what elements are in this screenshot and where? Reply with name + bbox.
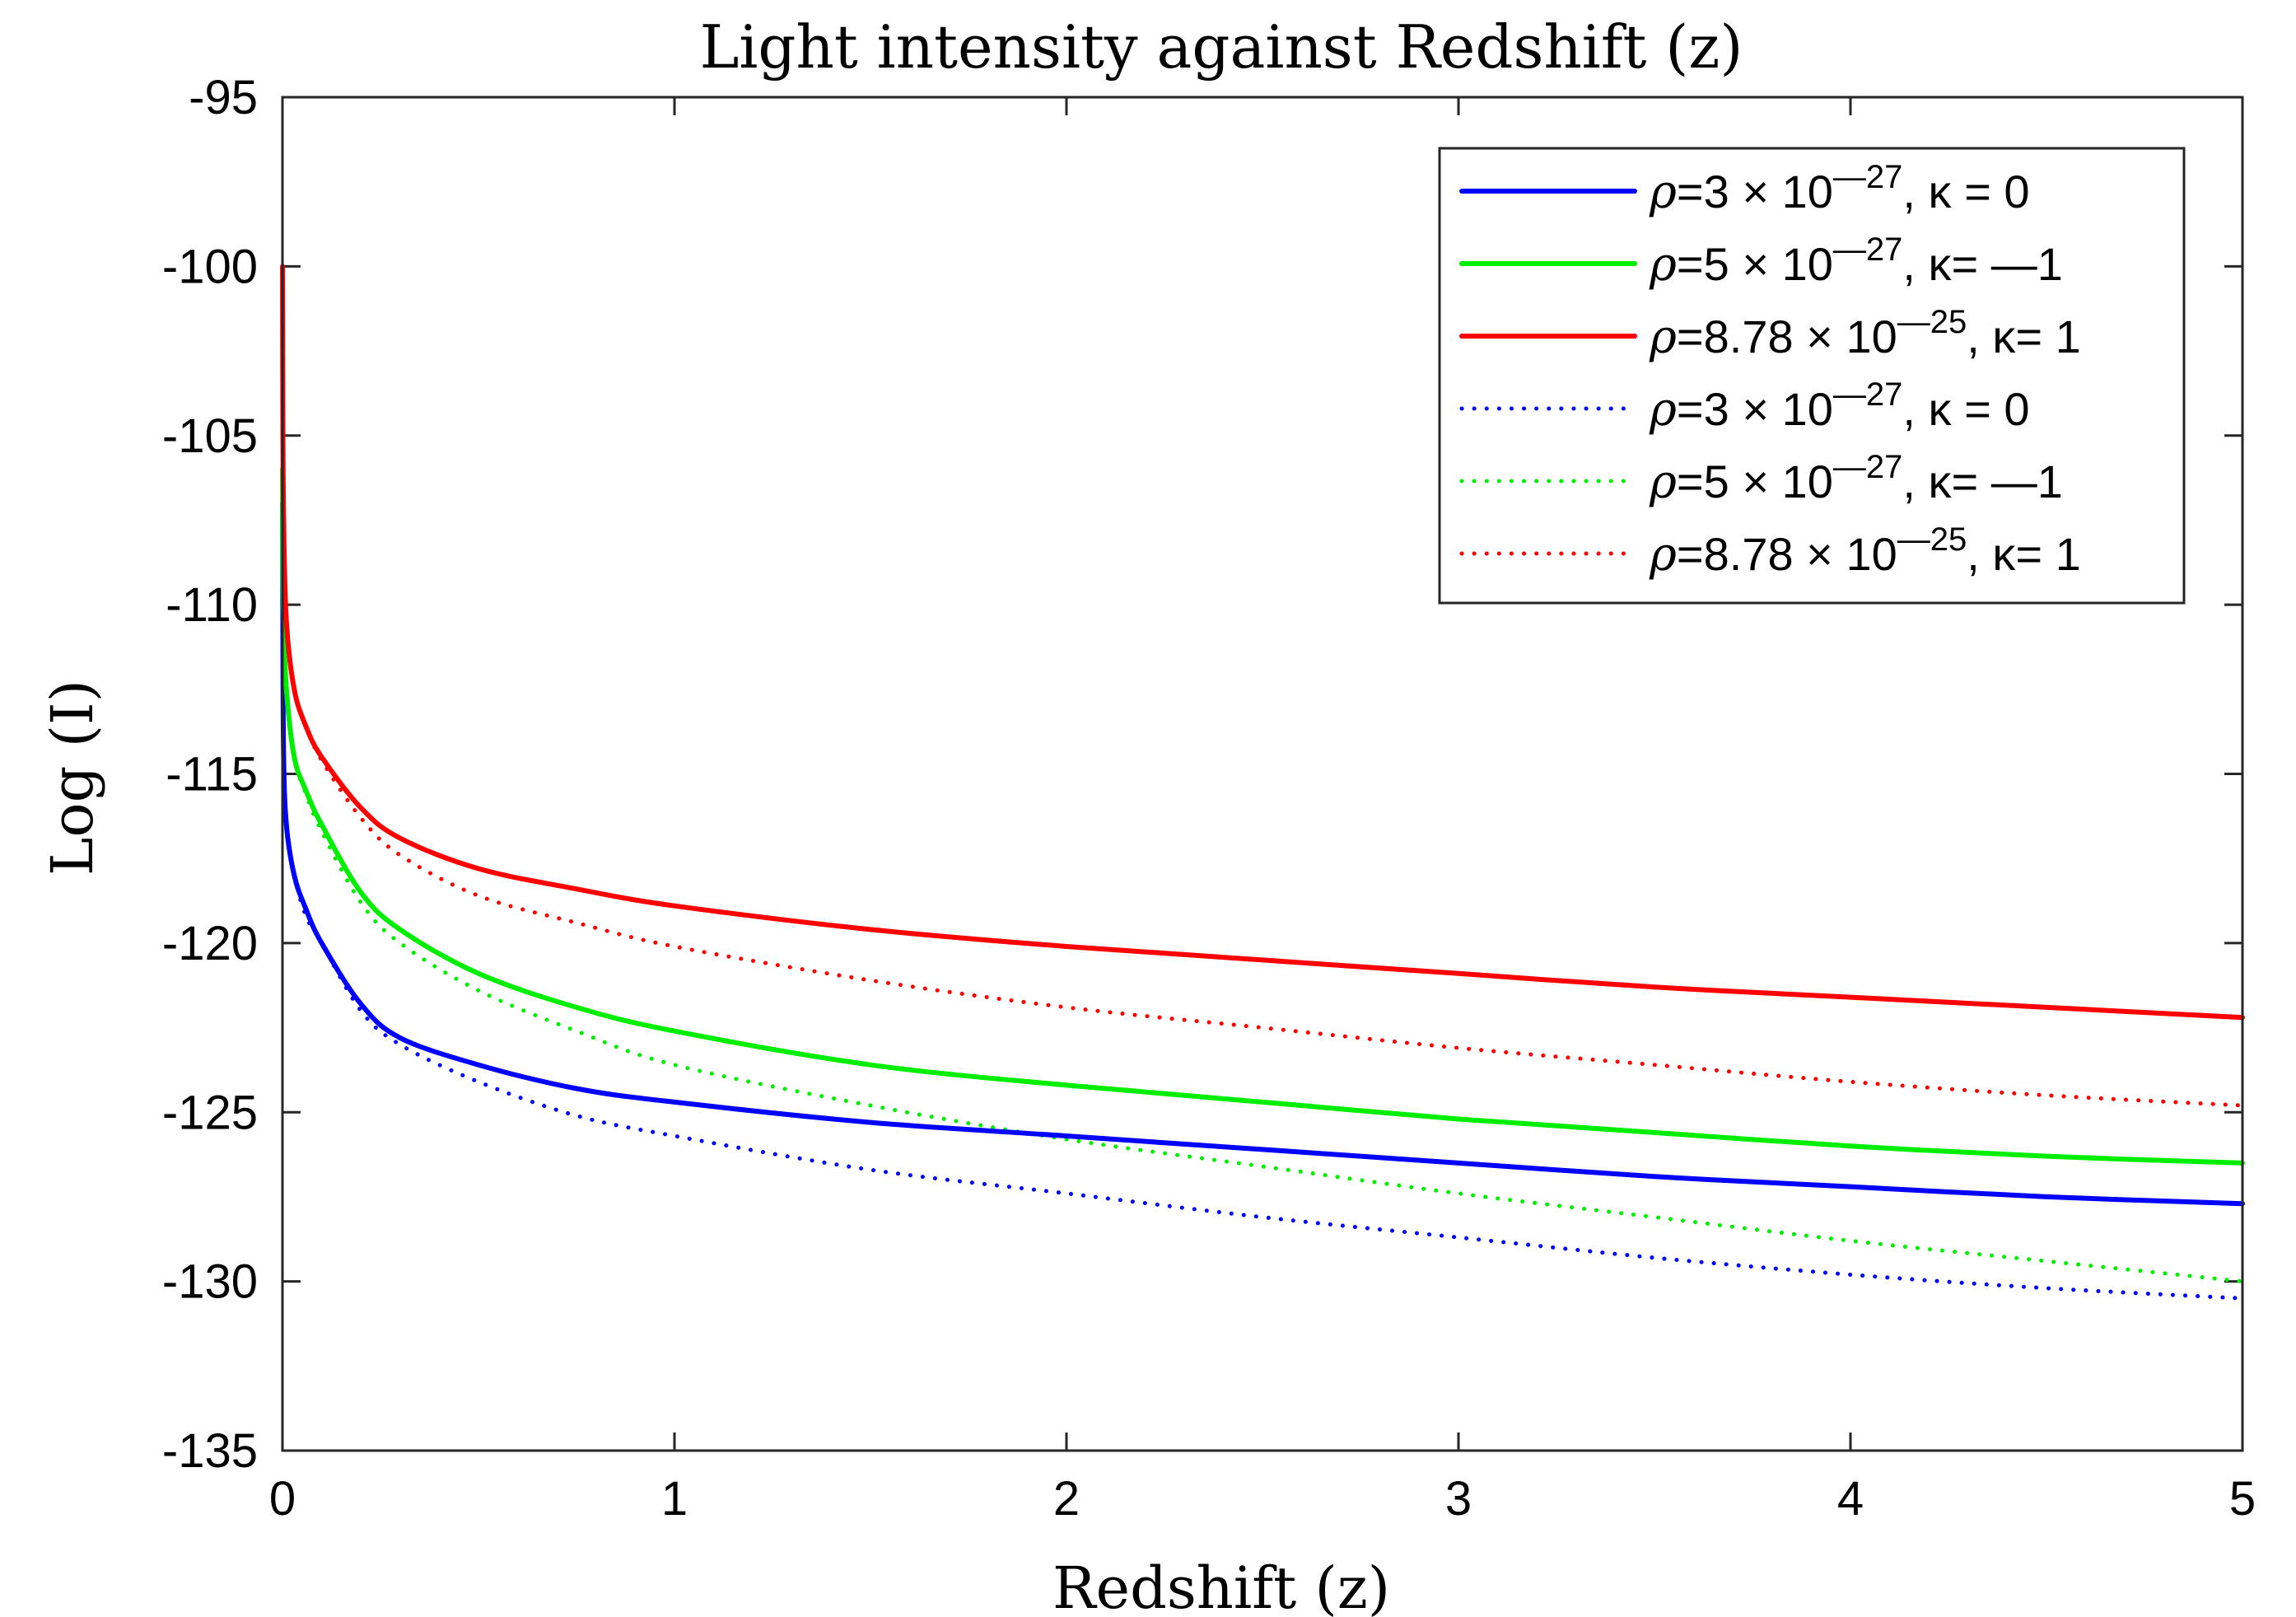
legend-rho-symbol: ρ: [1649, 238, 1677, 292]
y-tick-label: -105: [162, 409, 258, 463]
legend-item: ρ=5 × 10—27, κ= —1: [1459, 449, 2063, 509]
legend-item: ρ=5 × 10—27, κ= —1: [1459, 231, 2063, 292]
y-axis-label: Log (I): [39, 680, 106, 876]
legend-rho-value: =8.78 × 10: [1677, 528, 1897, 580]
legend-kappa: , κ = 0: [1902, 166, 2029, 217]
series-line-solid-red: [280, 264, 2245, 1021]
legend-rho-value: =8.78 × 10: [1677, 311, 1897, 362]
legend-exponent: —27: [1833, 159, 1903, 195]
legend-exponent: —25: [1897, 304, 1967, 340]
legend-label: ρ=5 × 10—27, κ= —1: [1649, 231, 2063, 292]
legend-box: [1438, 147, 2186, 605]
legend-label: ρ=3 × 10—27, κ = 0: [1649, 159, 2029, 219]
y-tick-label: -100: [162, 240, 258, 293]
y-tick-label: -125: [162, 1086, 258, 1139]
x-tick-label: 3: [1445, 1472, 1472, 1526]
series-line-solid-blue: [280, 500, 2245, 1207]
y-tick-label: -130: [162, 1255, 258, 1309]
y-tick-label: -95: [189, 71, 258, 124]
legend-exponent: —25: [1897, 521, 1967, 558]
chart-title: Light intensity against Redshift (z): [700, 12, 1743, 82]
legend-rho-symbol: ρ: [1649, 166, 1677, 219]
series-layer: [280, 264, 2245, 1301]
legend-rho-value: =5 × 10: [1677, 238, 1833, 290]
legend-exponent: —27: [1833, 231, 1903, 268]
legend-label: ρ=3 × 10—27, κ = 0: [1649, 376, 2029, 437]
legend-item: ρ=3 × 10—27, κ = 0: [1459, 376, 2029, 437]
y-tick-label: -115: [166, 748, 258, 801]
x-axis-label: Redshift (z): [1052, 1554, 1390, 1617]
legend-item: ρ=3 × 10—27, κ = 0: [1459, 159, 2029, 219]
y-tick-label: -110: [166, 578, 258, 632]
legend-label: ρ=5 × 10—27, κ= —1: [1649, 449, 2063, 509]
legend-rho-value: =3 × 10: [1677, 166, 1833, 217]
x-tick-label: 1: [661, 1472, 688, 1526]
series-line-dotted-green: [280, 467, 2245, 1284]
legend-item: ρ=8.78 × 10—25, κ= 1: [1459, 304, 2081, 364]
legend-label: ρ=8.78 × 10—25, κ= 1: [1649, 521, 2081, 582]
legend-kappa: , κ= —1: [1902, 456, 2063, 507]
legend-kappa: , κ= 1: [1967, 311, 2081, 362]
legend: ρ=3 × 10—27, κ = 0ρ=5 × 10—27, κ= —1ρ=8.…: [1438, 147, 2186, 605]
legend-rho-symbol: ρ: [1649, 456, 1677, 509]
legend-kappa: , κ= —1: [1902, 238, 2063, 290]
legend-rho-symbol: ρ: [1649, 383, 1677, 437]
legend-label: ρ=8.78 × 10—25, κ= 1: [1649, 304, 2081, 364]
legend-item: ρ=8.78 × 10—25, κ= 1: [1459, 521, 2081, 582]
legend-kappa: , κ= 1: [1967, 528, 2081, 580]
legend-rho-symbol: ρ: [1649, 311, 1677, 364]
legend-rho-symbol: ρ: [1649, 528, 1677, 582]
x-tick-label: 5: [2229, 1472, 2256, 1526]
legend-exponent: —27: [1833, 449, 1903, 485]
x-tick-label: 2: [1053, 1472, 1080, 1526]
legend-rho-value: =5 × 10: [1677, 456, 1833, 507]
legend-kappa: , κ = 0: [1902, 383, 2029, 435]
y-tick-label: -135: [162, 1424, 258, 1478]
plot-area-frame: [281, 96, 2244, 1452]
legend-rho-value: =3 × 10: [1677, 383, 1833, 435]
x-tick-label: 0: [269, 1472, 296, 1526]
series-line-solid-green: [280, 466, 2245, 1166]
y-tick-label: -120: [162, 917, 258, 970]
x-tick-label: 4: [1837, 1472, 1864, 1526]
ticks-layer: 0 1 2 3 4 5 -95 -100 -105 -110 -115 -120 -125 -130 -13…: [162, 71, 2256, 1526]
legend-exponent: —27: [1833, 376, 1903, 413]
